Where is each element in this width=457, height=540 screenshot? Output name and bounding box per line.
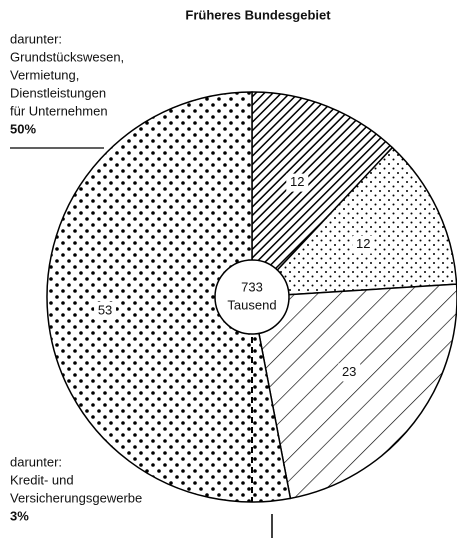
center-total: 733 bbox=[241, 279, 263, 294]
annotation-text: für Unternehmen bbox=[10, 103, 108, 118]
slice-label-bg bbox=[352, 235, 375, 254]
slice-label: 23 bbox=[342, 364, 356, 379]
slices bbox=[46, 91, 457, 503]
slice-label: 12 bbox=[356, 236, 370, 251]
slice-label: 12 bbox=[290, 174, 304, 189]
slice-label-bg bbox=[338, 363, 361, 382]
slice-label-bg bbox=[94, 301, 117, 320]
annotation-value: 3% bbox=[10, 508, 29, 523]
pie-slice bbox=[251, 91, 394, 299]
chart-title: Früheres Bundesgebiet bbox=[185, 7, 331, 22]
annotation-text: Versicherungsgewerbe bbox=[10, 490, 142, 505]
slice-label-bg bbox=[286, 173, 309, 192]
pie-slice bbox=[251, 283, 457, 500]
pie-slice bbox=[46, 91, 292, 503]
annotation-text: Grundstückswesen, bbox=[10, 49, 124, 64]
annotation-text: Kredit- und bbox=[10, 472, 74, 487]
pie-slice bbox=[250, 146, 457, 298]
annotation-value: 50% bbox=[10, 121, 36, 136]
annotation-text: darunter: bbox=[10, 454, 62, 469]
center-circle bbox=[214, 259, 290, 335]
slice-label: 53 bbox=[98, 302, 112, 317]
annotation-text: Vermietung, bbox=[10, 67, 79, 82]
annotation-text: darunter: bbox=[10, 31, 62, 46]
annotation-text: Dienstleistungen bbox=[10, 85, 106, 100]
center-unit: Tausend bbox=[227, 297, 276, 312]
